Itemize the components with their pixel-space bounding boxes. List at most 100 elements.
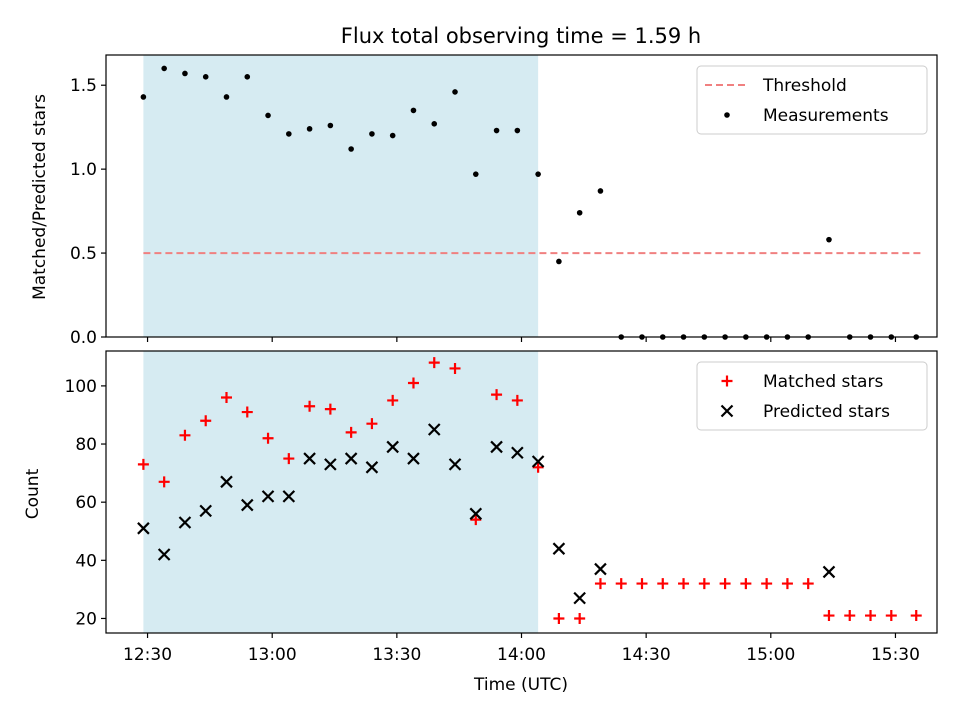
data-point — [324, 458, 337, 471]
data-point — [179, 429, 191, 441]
data-point — [781, 578, 793, 590]
y-tick-label: 60 — [75, 493, 97, 513]
data-point — [490, 440, 503, 454]
data-point — [472, 171, 479, 177]
data-point — [531, 455, 545, 468]
y-tick-label: 100 — [65, 377, 97, 397]
data-point — [220, 475, 233, 489]
x-tick-label: 15:30 — [871, 645, 920, 665]
data-point — [597, 188, 604, 194]
data-point — [452, 89, 458, 95]
y-tick-label: 80 — [75, 435, 97, 455]
count-x-ticks: 12:30 13:00 13:30 14:00 14:30 15:00 15:30 — [123, 633, 920, 665]
legend-marker — [724, 112, 730, 118]
count-y-ticks: 20 40 60 80 100 — [65, 377, 106, 629]
data-point — [261, 490, 275, 503]
data-point — [761, 578, 773, 590]
data-point — [574, 612, 586, 624]
data-point — [137, 522, 150, 535]
data-point — [719, 578, 731, 590]
data-point — [282, 490, 296, 503]
data-point — [493, 127, 500, 134]
data-point — [407, 377, 419, 389]
data-point — [344, 452, 358, 465]
ratio-y-axis-label: Matched/Predicted stars — [30, 94, 50, 300]
ratio-x-ticks — [146, 337, 897, 342]
legend-marker — [721, 375, 733, 387]
x-tick-label: 14:00 — [497, 645, 546, 665]
data-point — [327, 122, 334, 129]
data-point — [431, 121, 438, 127]
data-point — [511, 446, 524, 460]
ratio-legend: Threshold Measurements — [696, 65, 928, 135]
ratio-marks — [140, 65, 921, 340]
data-point — [182, 70, 188, 77]
data-point — [553, 612, 565, 624]
y-tick-label: 1.5 — [70, 76, 97, 96]
data-point — [200, 415, 212, 427]
data-point — [369, 131, 375, 137]
data-point — [387, 394, 399, 406]
data-point — [470, 514, 482, 526]
data-point — [241, 406, 253, 418]
data-point — [556, 258, 562, 265]
y-tick-label: 0.0 — [70, 328, 97, 348]
y-tick-label: 20 — [75, 609, 97, 629]
data-point — [636, 578, 648, 590]
data-point — [199, 504, 212, 518]
data-point — [178, 516, 192, 529]
legend-label: Measurements — [763, 106, 889, 126]
data-point — [885, 610, 897, 622]
legend-box — [696, 361, 928, 431]
data-point — [469, 507, 483, 521]
data-point — [576, 209, 583, 216]
data-point — [865, 610, 877, 622]
x-axis-label: Time (UTC) — [473, 675, 568, 695]
data-point — [532, 461, 544, 473]
data-point — [573, 591, 586, 605]
data-point — [657, 578, 669, 590]
data-point — [448, 458, 462, 471]
data-point — [407, 452, 420, 465]
data-point — [428, 357, 440, 369]
ratio-panel: 0.0 0.5 1.0 1.5 Matched/Predicted stars Thr… — [30, 54, 938, 348]
x-tick-label: 13:30 — [372, 645, 421, 665]
data-point — [324, 403, 336, 415]
y-tick-label: 0.5 — [70, 244, 97, 264]
data-point — [386, 440, 399, 454]
x-tick-label: 15:00 — [746, 645, 795, 665]
data-point — [286, 131, 292, 137]
x-tick-label: 14:30 — [622, 645, 671, 665]
data-point — [552, 542, 566, 555]
count-legend: Matched stars Predicted stars — [696, 361, 928, 431]
data-point — [244, 74, 251, 80]
count-y-axis-label: Count — [23, 468, 43, 519]
data-point — [410, 107, 417, 114]
y-tick-label: 1.0 — [70, 160, 97, 180]
data-point — [678, 578, 690, 590]
ratio-y-ticks: 0.0 0.5 1.0 1.5 — [70, 76, 106, 348]
data-point — [161, 65, 167, 72]
data-point — [265, 112, 271, 119]
x-tick-label: 13:00 — [248, 645, 297, 665]
data-point — [202, 74, 209, 80]
data-point — [427, 423, 441, 436]
data-point — [262, 432, 274, 444]
data-point — [844, 610, 856, 622]
y-tick-label: 40 — [75, 551, 97, 571]
count-marks — [137, 357, 922, 624]
data-point — [157, 548, 171, 561]
data-point — [802, 578, 814, 590]
data-point — [220, 392, 232, 404]
data-point — [137, 458, 149, 470]
data-point — [535, 171, 541, 177]
data-point — [449, 362, 461, 374]
data-point — [910, 610, 922, 622]
data-point — [140, 94, 147, 100]
data-point — [491, 389, 503, 401]
data-point — [304, 400, 316, 412]
data-point — [389, 132, 396, 139]
count-panel: 20 40 60 80 100 12:30 13:00 13:30 14:00 14:30 15:… — [23, 350, 938, 665]
data-point — [615, 578, 627, 590]
data-point — [240, 498, 254, 512]
